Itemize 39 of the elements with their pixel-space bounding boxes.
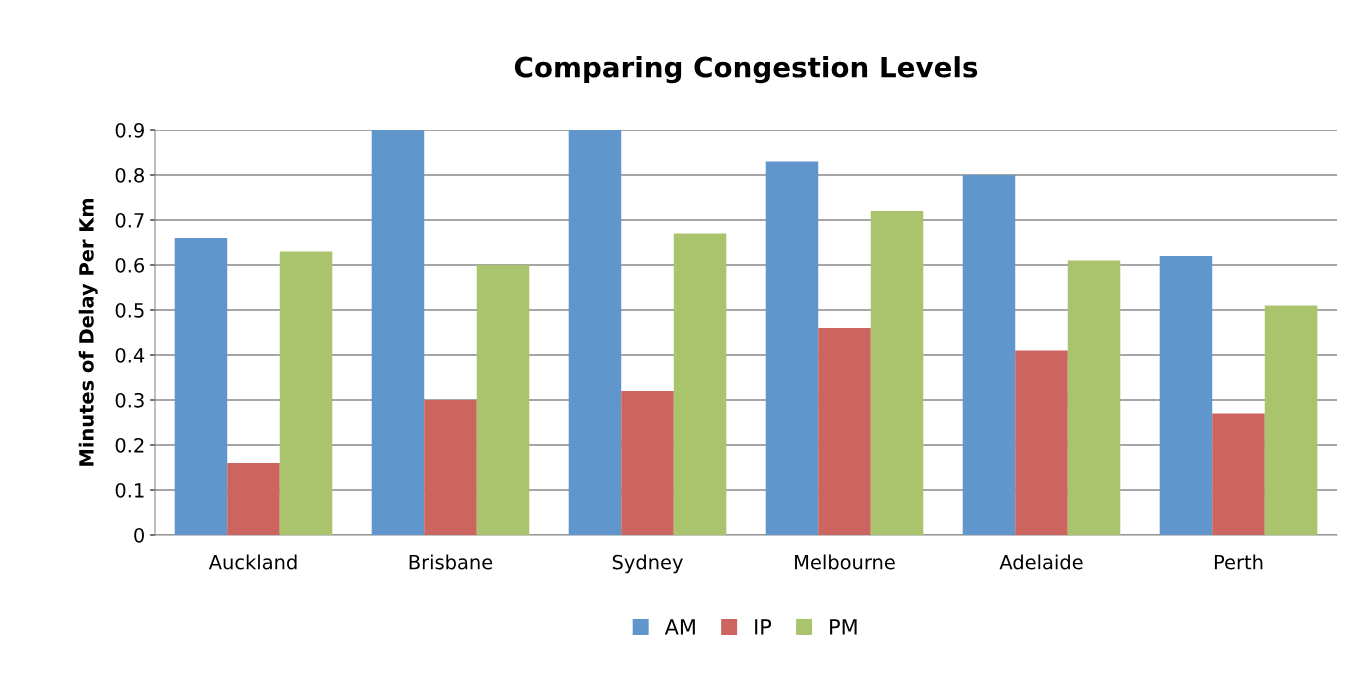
y-tick-label: 0.1 bbox=[115, 482, 144, 498]
bar bbox=[1264, 305, 1318, 535]
chart-title: Comparing Congestion Levels bbox=[514, 56, 978, 84]
bar bbox=[621, 391, 674, 535]
legend-label: AM bbox=[664, 619, 695, 635]
bar bbox=[870, 211, 924, 535]
bar bbox=[1212, 413, 1265, 535]
bar bbox=[174, 238, 228, 535]
bar bbox=[1015, 350, 1068, 535]
bar bbox=[962, 175, 1016, 535]
x-tick-label: Sydney bbox=[612, 554, 683, 574]
bar bbox=[371, 130, 425, 535]
bar bbox=[765, 161, 819, 535]
y-tick-label: 0.4 bbox=[115, 347, 145, 363]
bar bbox=[568, 130, 622, 535]
bar bbox=[476, 265, 530, 535]
bar bbox=[1159, 256, 1213, 535]
legend-label: IP bbox=[755, 619, 772, 635]
y-tick-label: 0.7 bbox=[115, 212, 144, 228]
bar bbox=[424, 400, 477, 535]
x-tick-label: Melbourne bbox=[795, 554, 895, 570]
x-tick-label: Brisbane bbox=[409, 554, 493, 570]
x-tick-label: Perth bbox=[1214, 554, 1263, 570]
bar bbox=[279, 251, 333, 535]
bar bbox=[1067, 260, 1121, 535]
y-tick-label: 0.3 bbox=[115, 392, 144, 408]
y-tick-label: 0.2 bbox=[115, 437, 144, 453]
y-tick-label: 0.5 bbox=[115, 302, 144, 318]
bar bbox=[673, 233, 727, 535]
x-tick-label: Adelaide bbox=[999, 554, 1083, 570]
bar bbox=[818, 328, 871, 535]
bar bbox=[227, 463, 280, 535]
y-tick-label: 0.9 bbox=[115, 122, 144, 138]
y-tick-label: 0 bbox=[134, 527, 144, 543]
y-tick-label: 0.6 bbox=[115, 257, 145, 273]
x-tick-label: Auckland bbox=[208, 554, 297, 570]
y-axis-title: Minutes of Delay Per Km bbox=[78, 198, 98, 466]
y-tick-label: 0.8 bbox=[115, 167, 144, 183]
legend-label: PM bbox=[830, 619, 857, 635]
